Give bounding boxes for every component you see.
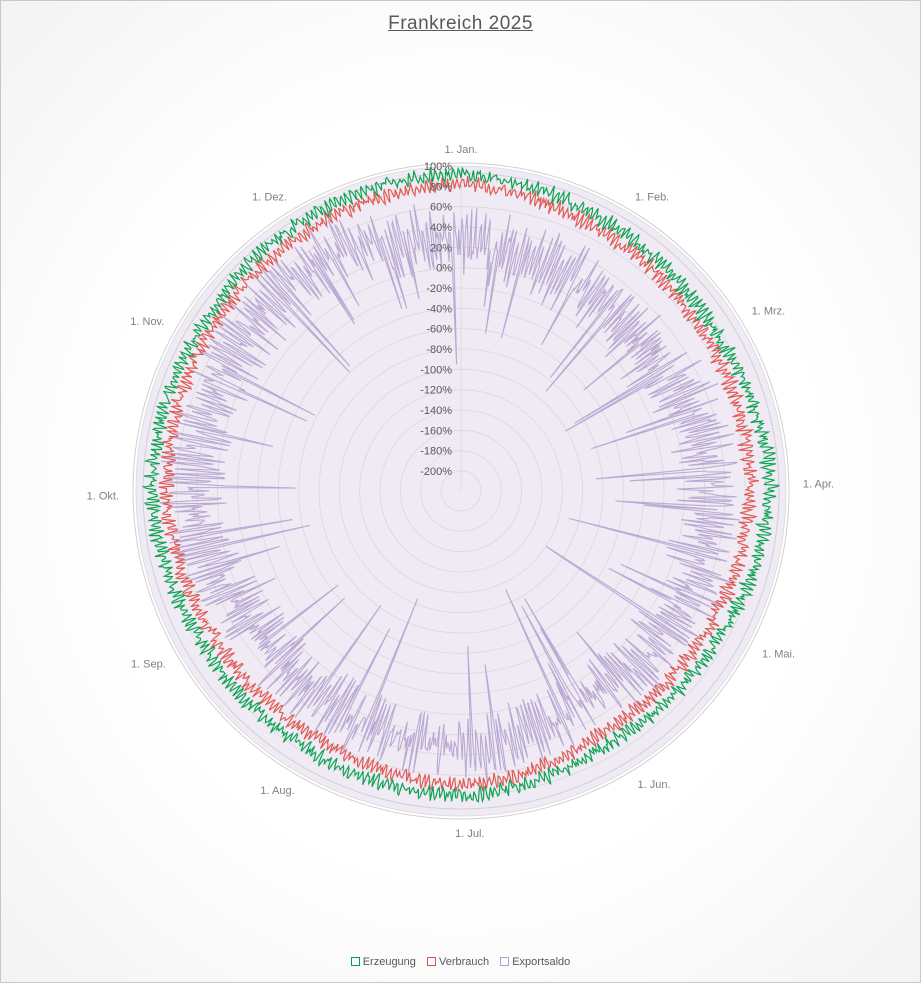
month-label: 1. Mai. [762,648,795,660]
series-line-exportsaldo [159,204,740,784]
legend-label-verbrauch: Verbrauch [438,956,490,968]
radial-tick-label: -180% [420,446,452,458]
month-label: 1. Nov. [130,316,164,328]
series-layer [141,166,780,804]
legend-swatch-verbrauch [426,957,436,966]
radial-tick-label: 60% [430,202,452,214]
radial-tick-label: 80% [430,181,452,193]
radial-tick-label: -140% [420,405,452,417]
radial-tick-label: -60% [426,324,452,336]
legend-item-exportsaldo[interactable]: Exportsaldo [500,956,570,968]
month-label: 1. Dez. [252,192,287,204]
legend-label-erzeugung: Erzeugung [362,956,416,968]
legend: Erzeugung Verbrauch Exportsaldo [1,956,920,968]
month-label: 1. Apr. [803,479,834,491]
month-label: 1. Aug. [260,785,294,797]
radial-tick-label: -80% [426,344,452,356]
grid-layer [132,162,790,820]
month-label: 1. Okt. [87,490,119,502]
legend-swatch-exportsaldo [500,957,510,966]
month-label: 1. Sep. [131,659,166,671]
month-label: 1. Jan. [444,144,477,156]
radial-tick-label: 0% [436,263,452,275]
month-label: 1. Mrz. [752,306,786,318]
legend-label-exportsaldo: Exportsaldo [512,956,571,968]
radial-tick-label: -100% [420,364,452,376]
radial-tick-label: -20% [426,283,452,295]
series-line-erzeugung [141,166,780,804]
month-label: 1. Jul. [455,828,484,840]
legend-swatch-erzeugung [350,957,360,966]
radial-tick-label: -40% [426,303,452,315]
month-label: 1. Jun. [638,779,671,791]
radial-tick-label: -120% [420,385,452,397]
chart-title: Frankreich 2025 [388,13,533,34]
month-label: 1. Feb. [635,192,669,204]
radial-tick-label: 100% [424,161,452,173]
radial-tick-label: -200% [420,466,452,478]
radial-tick-label: -160% [420,425,452,437]
legend-item-erzeugung[interactable]: Erzeugung [350,956,416,968]
radial-tick-label: 20% [430,242,452,254]
series-line-verbrauch [158,175,760,792]
radial-tick-label: 40% [430,222,452,234]
label-layer: 100% 80% 60% 40% 20% 0% -20% -40% -60% -80% -100% -… [87,144,835,840]
outer-ring [132,162,790,820]
legend-item-verbrauch[interactable]: Verbrauch [426,956,490,968]
